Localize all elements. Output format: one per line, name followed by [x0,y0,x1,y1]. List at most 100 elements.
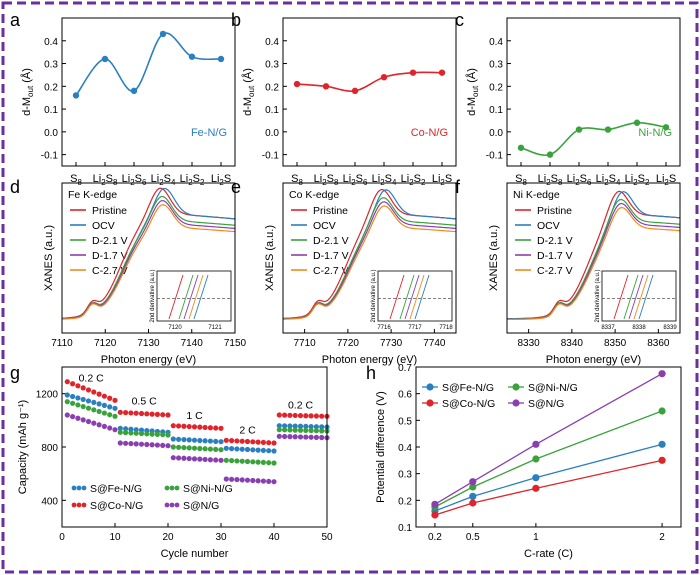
data-point [101,423,107,430]
data-point [176,436,182,442]
data-point [532,455,540,463]
legend-marker [164,485,170,491]
legend-label: S@Ni-N/G [183,483,233,495]
data-point [154,442,160,448]
data-point [101,402,107,408]
y-tick-label: 0.7 [398,363,412,374]
data-point [85,418,92,425]
data-point [271,460,277,466]
data-point [260,478,266,484]
inset-y-label: 2nd derivative (a.u.) [595,269,601,322]
data-point [149,442,155,448]
series-label: Fe-N/G [191,127,227,139]
data-point [70,400,76,406]
tick-label: Li2S [211,173,231,187]
tick-label: Li2S6 [567,173,592,187]
data-point [292,412,298,419]
data-point [260,459,266,466]
tick-label: S8 [515,173,527,187]
data-point [546,151,554,158]
inset-y-label: 2nd derivative (a.u.) [371,269,377,322]
y-tick-label: 0.2 [398,496,412,507]
data-point [165,412,171,418]
x-tick-label: 7140 [181,338,204,349]
data-point [287,434,293,440]
y-tick-label: 0.3 [398,470,412,481]
tick-label: Li2S8 [314,173,339,187]
y-tick-label: -0.1 [262,151,280,162]
data-point [123,410,129,416]
data-point [154,411,160,418]
y-tick-label: 0.3 [489,60,503,71]
data-point [255,447,261,453]
data-point [469,483,477,491]
data-point [297,427,304,433]
data-point [133,427,139,433]
x-tick-label: 7110 [51,338,73,349]
x-tick-label: 2 [659,532,665,543]
data-point [313,424,319,430]
inset-derivative-line [414,274,430,320]
legend-label: D-1.7 V [92,250,128,262]
inset-derivative-line [399,274,415,320]
inset-derivative-line [193,274,209,320]
data-point [532,474,540,482]
y-axis-label: d-Mout (Å) [241,68,256,116]
data-point [438,69,446,76]
data-point [213,457,219,463]
data-point [170,436,176,442]
data-point [70,381,76,387]
data-point [197,445,203,452]
y-tick-label: 0.6 [398,390,412,401]
series-line [434,373,663,505]
spectrum-line [506,206,681,321]
edge-title: Ni K-edge [513,189,560,201]
data-point [170,444,176,450]
spectrum-line [282,205,457,320]
data-point [276,423,282,429]
data-point [123,440,129,446]
data-point [160,432,166,438]
legend-marker [512,399,520,407]
data-point [160,412,166,418]
data-point [303,423,309,430]
x-tick-label: 7720 [337,338,360,349]
inset-derivative-line [623,274,639,320]
tick-label: Li2S4 [151,173,176,187]
data-point [229,476,235,482]
data-point [133,430,139,436]
data-point [107,395,113,401]
data-point [96,408,102,415]
data-point [266,460,272,466]
y-axis-label: Potential difference (V) [375,391,387,503]
y-tick-label: 0.4 [44,37,58,48]
panel-letter: e [231,177,241,197]
plot-frame [61,17,236,167]
data-point [75,383,81,389]
data-point [234,438,240,444]
data-point [658,407,666,415]
legend-marker [169,502,175,508]
data-point [170,423,176,429]
y-axis-label: d-Mout (Å) [465,68,480,116]
data-point [80,396,86,403]
inset-derivative-line [613,274,629,320]
inset-derivative-line [638,274,654,320]
tick-label: S8 [70,173,82,187]
data-point [191,437,198,443]
inset-x-tick-label: 8338 [632,325,646,331]
legend-label: Pristine [92,205,127,217]
legend-marker [76,502,82,508]
x-tick-label: 50 [321,532,333,543]
y-axis-label: XANES (a.u.) [264,225,276,291]
legend-label: S@Co-N/G [442,398,495,410]
x-tick-label: 7710 [294,338,317,349]
data-point [303,413,309,419]
data-point [207,425,213,431]
data-point [276,433,282,439]
data-point [244,458,251,465]
y-axis-label: XANES (a.u.) [488,225,500,291]
legend-marker [71,485,77,491]
panel-e: 7710 7720 7730 7740 Photon energy (eV) XANES … [231,177,457,366]
